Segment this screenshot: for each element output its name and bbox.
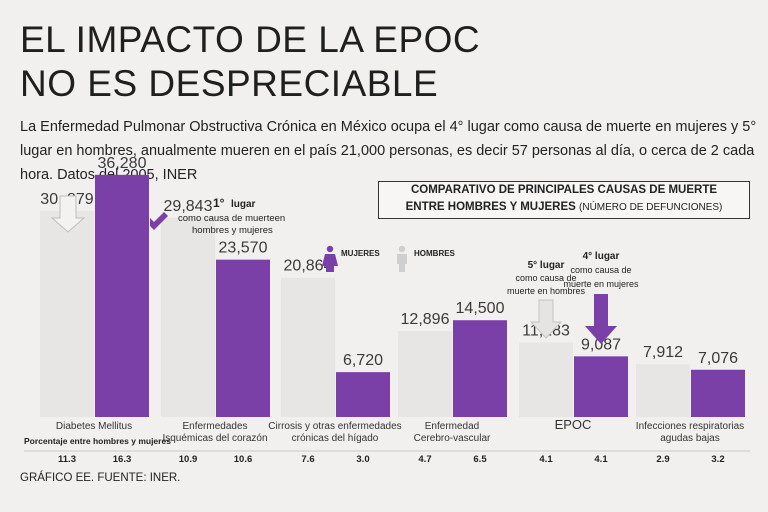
bar-hombres (636, 364, 690, 417)
woman-icon (322, 254, 338, 272)
arrow-down-icon (585, 294, 617, 344)
bar-hombres (40, 210, 94, 417)
category-label: Infecciones respiratorias (636, 421, 744, 432)
legend-hombres-label: HOMBRES (414, 249, 456, 258)
bar-mujeres (574, 356, 628, 417)
annotation-rank-1: 1° (213, 196, 225, 210)
man-icon-head (398, 245, 406, 253)
percent-mujeres: 16.3 (113, 454, 132, 465)
title-line-2: NO ES DESPRECIABLE (20, 63, 439, 104)
category-label: Isquémicas del corazón (162, 433, 267, 444)
annotation-rank-2: 5° lugar (528, 260, 565, 271)
value-label-mujeres: 9,087 (581, 336, 621, 353)
legend-title-line-2-text: ENTRE HOMBRES Y MUJERES (405, 201, 576, 213)
percent-mujeres: 4.1 (594, 454, 608, 465)
annotation-rank-3: 4° lugar (583, 251, 620, 262)
value-label-hombres: 29,843 (164, 198, 213, 215)
value-label-hombres: 12,896 (401, 311, 450, 328)
legend-mujeres-label: MUJERES (341, 249, 380, 258)
source-note: GRÁFICO EE. FUENTE: INER. (20, 472, 181, 484)
value-label-mujeres: 23,570 (219, 240, 268, 257)
percent-hombres: 2.9 (656, 454, 669, 465)
category-label: crónicas del hígado (292, 433, 379, 444)
woman-icon-head (326, 245, 334, 253)
annotation-text-3a: como causa de (570, 265, 631, 275)
bar-mujeres (336, 372, 390, 417)
percent-mujeres: 10.6 (234, 454, 253, 465)
description: La Enfermedad Pulmonar Obstructiva Cróni… (20, 119, 757, 183)
percent-hombres: 10.9 (179, 454, 198, 465)
chart-legend-title-box: COMPARATIVO DE PRINCIPALES CAUSAS DE MUE… (378, 181, 750, 219)
percent-hombres: 4.1 (539, 454, 553, 465)
man-icon (397, 254, 407, 272)
percent-mujeres: 6.5 (473, 454, 487, 465)
percent-row-label: Porcentaje entre hombres y mujeres (24, 436, 171, 446)
bar-mujeres (453, 320, 507, 417)
category-label: Cirrosis y otras enfermedades (268, 421, 401, 432)
percent-hombres: 4.7 (418, 454, 431, 465)
bar-mujeres (216, 259, 270, 417)
legend-title-line-1: COMPARATIVO DE PRINCIPALES CAUSAS DE MUE… (410, 184, 718, 196)
bar-mujeres (95, 174, 149, 417)
category-label: agudas bajas (660, 433, 720, 444)
bar-hombres (161, 217, 215, 417)
legend-title-line-2: ENTRE HOMBRES Y MUJERES (NÚMERO DE DEFUN… (379, 201, 749, 213)
category-label: Enfermedades (182, 421, 247, 432)
legend-subtitle: (NÚMERO DE DEFUNCIONES) (579, 202, 723, 213)
category-label: Enfermedad (425, 421, 479, 432)
value-label-hombres: 20,864 (284, 258, 333, 275)
value-label-mujeres: 7,076 (698, 350, 738, 367)
annotation-text-2b: muerte en hombres (507, 286, 586, 296)
percent-hombres: 11.3 (58, 454, 76, 465)
percent-mujeres: 3.0 (356, 454, 369, 465)
annotation-text-1b: hombres y mujeres (192, 225, 273, 236)
arrow-down-icon (529, 299, 563, 339)
pointer-icon (150, 212, 168, 230)
percent-mujeres: 3.2 (711, 454, 724, 465)
arrow-down-icon (50, 195, 86, 233)
bar-mujeres (691, 369, 745, 417)
page-title: EL IMPACTO DE LA EPOC NO ES DESPRECIABLE (20, 18, 480, 106)
bar-hombres (398, 330, 452, 417)
annotation-rank-word-1: lugar (231, 199, 256, 210)
bar-hombres (281, 277, 335, 417)
bar-hombres (519, 342, 573, 417)
value-label-mujeres: 14,500 (456, 300, 505, 317)
percent-hombres: 7.6 (301, 454, 314, 465)
annotation-text-1a: como causa de muerteen (178, 213, 285, 224)
value-label-mujeres: 6,720 (343, 352, 383, 369)
category-label: Diabetes Mellitus (56, 421, 132, 432)
category-label: EPOC (555, 417, 592, 432)
annotation-text-2a: como causa de (515, 273, 576, 283)
value-label-mujeres: 36,280 (98, 155, 147, 172)
title-line-1: EL IMPACTO DE LA EPOC (20, 19, 481, 60)
value-label-hombres: 7,912 (643, 344, 683, 361)
category-label: Cerebro-vascular (414, 433, 491, 444)
annotation-text-3b: muerte en mujeres (563, 279, 639, 289)
